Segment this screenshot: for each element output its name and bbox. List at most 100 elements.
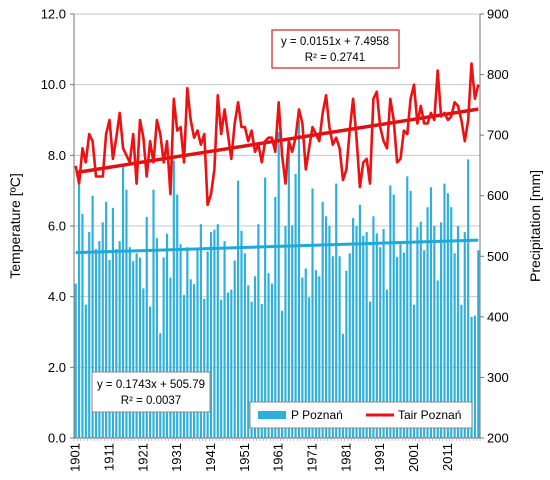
precipitation-bar [375,233,378,438]
precipitation-bar [406,176,409,438]
precipitation-bar [365,232,368,438]
precipitation-bar [294,173,297,438]
precipitation-bar [450,207,453,438]
left-tick-label: 4.0 [48,289,66,304]
precipitation-bar [368,301,372,438]
precipitation-bar [409,190,412,438]
precipitation-bar [267,273,270,438]
precipitation-bar [179,244,182,438]
precipitation-bar [128,247,131,438]
precipitation-r2: R² = 0.0037 [121,395,181,407]
precipitation-bar [274,196,277,438]
left-tick-label: 8.0 [48,148,66,163]
precipitation-bar [280,310,284,438]
precipitation-bar [412,304,416,438]
x-tick-label: 1981 [338,443,353,472]
precipitation-bar [270,283,274,438]
right-axis-title: Precipitation [mm] [527,170,543,282]
left-tick-label: 0.0 [48,431,66,446]
precipitation-bar [419,221,422,438]
gridlines [74,13,480,439]
precipitation-bar [324,216,328,438]
precipitation-bar [155,238,158,438]
precipitation-bar [125,189,128,438]
precipitation-bar [291,225,294,438]
precipitation-bar [176,194,179,438]
precipitation-bar [250,301,253,438]
precipitation-bar [335,183,338,438]
precipitation-bar [145,216,148,438]
precipitation-bar [423,250,426,438]
precipitation-bar [318,276,321,438]
precipitation-bar [328,226,331,438]
precipitation-bar [138,257,142,438]
precipitation-bar [473,315,477,438]
precipitation-bar [321,201,324,438]
precipitation-bar [84,304,87,438]
precipitation-bar [237,180,240,439]
left-axis-ticks: 0.0 2.0 4.0 6.0 8.0 10.0 12.0 [41,7,74,446]
precipitation-bar [426,207,429,438]
precipitation-bar [304,268,307,438]
right-tick-label: 800 [487,67,509,82]
precipitation-equation-box: y = 0.1743x + 505.79 R² = 0.0037 [91,371,211,413]
precipitation-bar [135,253,138,438]
precipitation-bar [379,247,382,438]
precipitation-bar [77,184,81,438]
precipitation-bar [253,276,257,438]
precipitation-bar [429,187,433,438]
precipitation-bar [341,333,345,438]
precipitation-bar [460,304,463,438]
precipitation-bar [348,253,351,438]
precipitation-bar [105,201,108,438]
x-tick-label: 1911 [102,443,117,471]
precipitation-bar [203,298,206,438]
precipitation-bar [382,229,385,438]
temperature-series [74,62,480,207]
precipitation-bar [463,232,466,438]
precipitation-bar [152,189,155,438]
precipitation-bar [331,256,334,438]
precipitation-bar [193,284,196,438]
precipitation-bar [189,279,192,438]
left-tick-label: 12.0 [41,7,66,22]
precipitation-bar [297,120,301,438]
x-axis-ticks: 1901 1911 1921 1931 1941 1951 1961 1971 1981 1991… [68,438,481,472]
right-tick-label: 400 [487,309,509,324]
right-tick-label: 500 [487,249,509,264]
precipitation-bar [199,224,202,438]
precipitation-bar [209,232,213,438]
precipitation-equation: y = 0.1743x + 505.79 [97,379,205,391]
legend: P Poznań Tair Poznań [249,401,473,429]
left-tick-label: 6.0 [48,219,66,234]
right-tick-label: 200 [487,431,509,446]
precipitation-bar [355,226,358,438]
precipitation-bar [345,270,348,438]
precipitation-bars [74,120,480,439]
precipitation-bar [91,195,94,438]
x-tick-label: 1941 [203,443,218,472]
legend-label-precipitation: P Poznań [291,408,343,422]
precipitation-bar [372,216,375,438]
precipitation-bar [416,227,419,438]
precipitation-trend-line [75,238,479,255]
precipitation-bar [433,226,436,438]
x-tick-label: 1961 [271,443,286,472]
precipitation-bar [389,185,392,438]
right-tick-label: 900 [487,7,509,22]
right-axis-ticks: 200 300 400 500 600 700 800 900 [480,7,509,446]
precipitation-bar [277,132,280,438]
precipitation-bar [162,257,165,438]
precipitation-bar [477,250,480,438]
precipitation-bar [169,277,172,438]
precipitation-bar [132,261,135,438]
precipitation-bar [186,247,189,438]
precipitation-bar [385,289,389,438]
precipitation-bar [243,253,246,438]
precipitation-bar [81,213,84,438]
precipitation-bar [98,241,101,438]
temperature-equation-box: y = 0.0151x + 7.4958 R² = 0.2741 [271,29,400,69]
precipitation-bar [399,244,402,438]
left-axis-title: Temperature [ºC] [7,173,23,279]
